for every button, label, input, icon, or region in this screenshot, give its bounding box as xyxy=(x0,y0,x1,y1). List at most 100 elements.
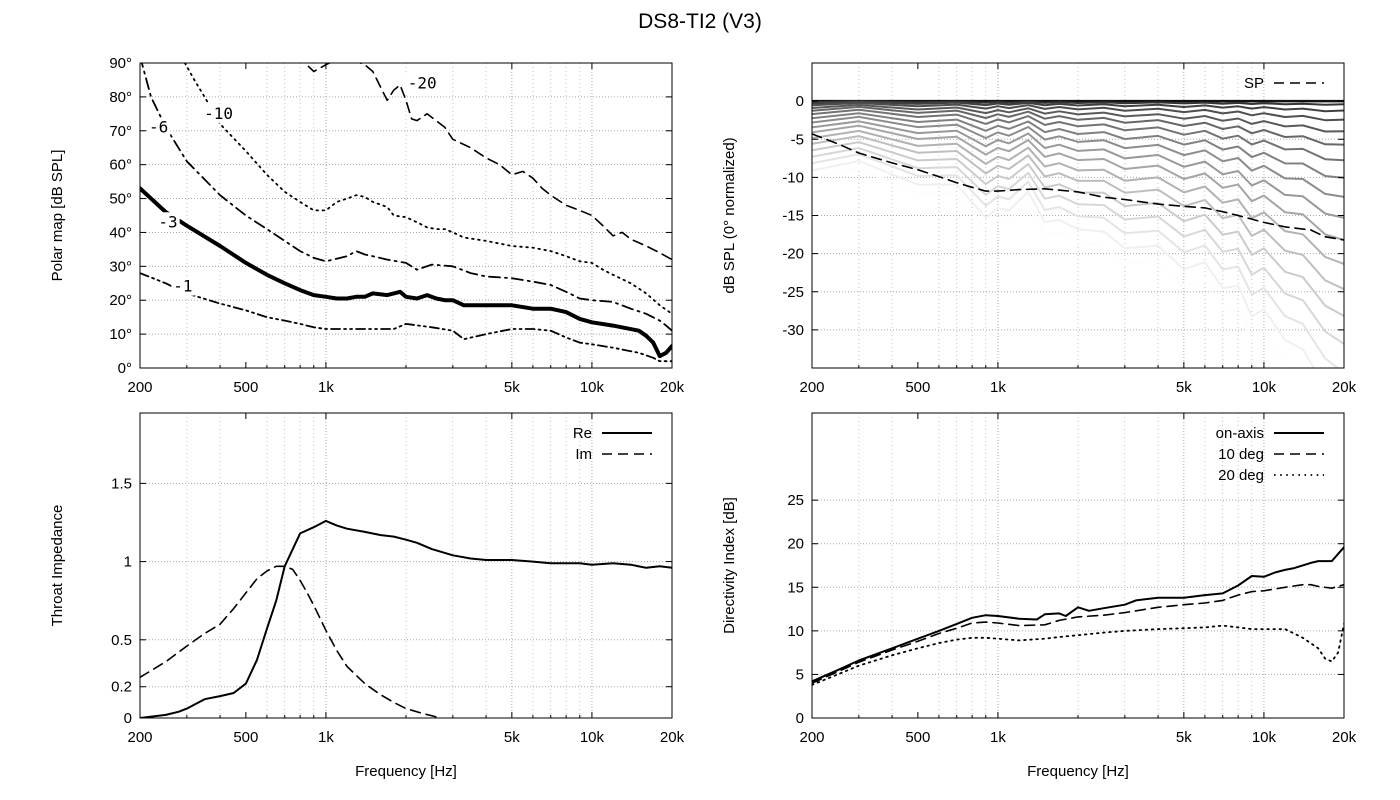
y-tick-label: 25 xyxy=(787,492,804,509)
y-tick-label: 0 xyxy=(124,710,132,727)
polar-curve-45deg xyxy=(812,115,1344,198)
y-tick-label: 50° xyxy=(109,191,132,208)
y-tick-label: 0 xyxy=(796,710,804,727)
polar-curve-65deg xyxy=(812,135,1344,291)
legend-label: Im xyxy=(575,446,592,463)
panel-normalized: 200 500 1k 5k 10k 20k 0 -5 -10 -15 -20 -25 -30 dB SPL… xyxy=(721,62,1357,396)
x-tick-label: 20k xyxy=(1332,729,1357,746)
legend-label: SP xyxy=(1244,75,1264,92)
y-axis-label: dB SPL (0° normalized) xyxy=(721,137,738,293)
y-tick-label: 40° xyxy=(109,224,132,241)
x-tick-label: 200 xyxy=(799,379,824,396)
y-tick-label: 20° xyxy=(109,292,132,309)
x-axis-label: Frequency [Hz] xyxy=(355,763,457,780)
x-tick-label: 500 xyxy=(905,379,930,396)
legend: Re Im xyxy=(573,425,652,463)
contour-label: -6 xyxy=(149,117,168,136)
series-line--1 xyxy=(140,272,672,363)
plot-area xyxy=(140,63,672,363)
polar-curve-35deg xyxy=(812,108,1344,162)
plot-area xyxy=(812,99,1344,368)
panel-impedance: 200 500 1k 5k 10k 20k 0 0.2 0.5 1 1.5 Throat Impeda… xyxy=(49,412,685,780)
x-tick-label: 5k xyxy=(1176,729,1192,746)
y-tick-label: 70° xyxy=(109,123,132,140)
series-line--10 xyxy=(183,63,672,315)
contour-label: -3 xyxy=(158,212,177,231)
x-tick-label: 500 xyxy=(905,729,930,746)
y-tick-label: 5 xyxy=(796,666,804,683)
contour-label-bg xyxy=(202,103,236,123)
contour-label-bg xyxy=(171,276,195,296)
legend-label: Re xyxy=(573,425,592,442)
panel-directivity: 200 500 1k 5k 10k 20k 0 5 10 15 20 25 Directivity In… xyxy=(721,412,1357,780)
contour-label-bg xyxy=(405,73,439,93)
x-tick-label: 20k xyxy=(660,379,685,396)
y-axis-label: Polar map [dB SPL] xyxy=(49,150,66,282)
y-axis-label: Throat Impedance xyxy=(49,505,66,627)
y-tick-label: 15 xyxy=(787,579,804,596)
x-tick-label: 10k xyxy=(1252,729,1277,746)
y-tick-label: -10 xyxy=(782,169,804,186)
series-line--6 xyxy=(140,63,672,332)
series-line-10-deg xyxy=(812,583,1344,684)
y-tick-label: 10° xyxy=(109,326,132,343)
x-tick-label: 10k xyxy=(580,379,605,396)
x-tick-label: 5k xyxy=(504,379,520,396)
series-line--3 xyxy=(140,186,672,359)
y-tick-label: 0.5 xyxy=(111,632,132,649)
x-tick-label: 500 xyxy=(233,379,258,396)
x-tick-label: 5k xyxy=(1176,379,1192,396)
y-tick-label: 0.2 xyxy=(111,679,132,696)
y-tick-label: 10 xyxy=(787,623,804,640)
y-tick-label: 1.5 xyxy=(111,475,132,492)
legend-label: on-axis xyxy=(1216,425,1264,442)
x-tick-label: 200 xyxy=(799,729,824,746)
polar-curve-85deg xyxy=(812,160,1316,368)
series-line-on-axis xyxy=(812,546,1344,683)
polar-curve-70deg xyxy=(812,141,1344,317)
polar-curve-40deg xyxy=(812,112,1344,179)
x-tick-label: 1k xyxy=(990,729,1006,746)
x-tick-label: 500 xyxy=(233,729,258,746)
y-tick-label: 0 xyxy=(796,93,804,110)
x-axis-label: Frequency [Hz] xyxy=(1027,763,1129,780)
y-tick-label: -5 xyxy=(791,131,804,148)
y-tick-label: -30 xyxy=(782,322,804,339)
plot-area xyxy=(140,519,672,718)
polar-curve-90deg xyxy=(812,166,1293,368)
plot-area xyxy=(812,546,1344,686)
polar-curve-60deg xyxy=(812,129,1344,265)
series-line-20-deg xyxy=(812,623,1344,686)
polar-curve-80deg xyxy=(812,153,1340,368)
y-tick-label: 80° xyxy=(109,89,132,106)
series-line-SP xyxy=(812,133,1344,241)
x-tick-label: 200 xyxy=(127,729,152,746)
y-tick-label: 30° xyxy=(109,258,132,275)
x-tick-label: 5k xyxy=(504,729,520,746)
contour-label: -20 xyxy=(408,73,437,92)
panel-polar: -1 -3 -6 -10 -20 200 500 1k 5k 10k 20k 0° 10° 20° 30° 4… xyxy=(49,55,685,396)
contour-label: -10 xyxy=(204,104,233,123)
polar-curve-20deg xyxy=(812,102,1344,122)
x-tick-label: 1k xyxy=(318,729,334,746)
legend: SP xyxy=(1244,75,1324,92)
contour-label-bg xyxy=(146,117,171,137)
series-line-Im xyxy=(140,565,442,718)
polar-curve-10deg xyxy=(812,100,1344,106)
legend-label: 20 deg xyxy=(1218,467,1264,484)
y-tick-label: 90° xyxy=(109,55,132,72)
polar-curve-15deg xyxy=(812,100,1344,113)
y-tick-label: 20 xyxy=(787,536,804,553)
series-line-Re xyxy=(140,519,672,718)
x-tick-label: 1k xyxy=(318,379,334,396)
y-tick-label: -15 xyxy=(782,208,804,225)
contour-label: -1 xyxy=(173,277,192,296)
figure-title: DS8-TI2 (V3) xyxy=(638,10,762,33)
polar-curve-25deg xyxy=(812,103,1344,133)
y-tick-label: 60° xyxy=(109,157,132,174)
x-tick-label: 200 xyxy=(127,379,152,396)
polar-curve-30deg xyxy=(812,105,1344,146)
contour-label-bg xyxy=(156,212,180,232)
series-line--20 xyxy=(307,63,672,261)
